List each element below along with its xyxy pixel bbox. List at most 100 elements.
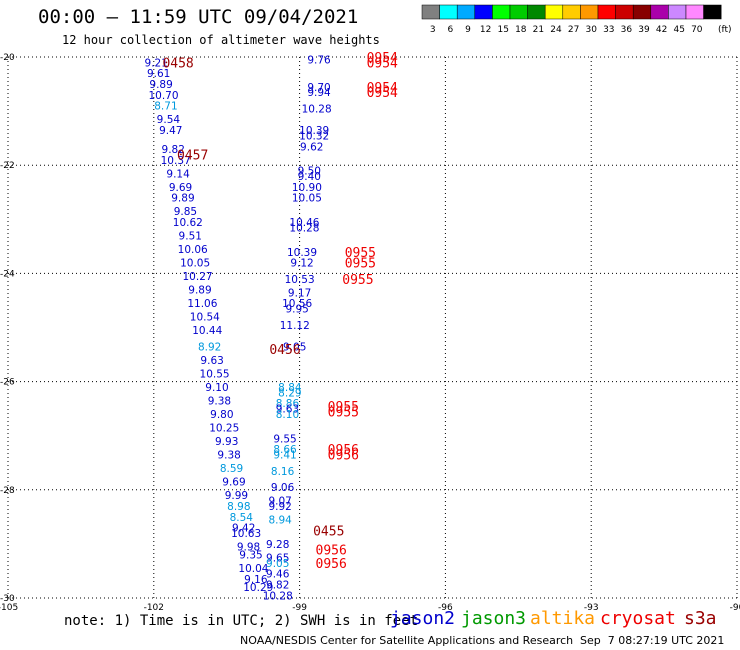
legend-swatch	[562, 4, 581, 20]
swh-label: 8.54	[230, 512, 254, 524]
y-tick-label: -28	[0, 486, 15, 496]
swh-label: 8.16	[271, 466, 295, 478]
swh-label: 8.66	[273, 444, 297, 456]
legend-swatch	[421, 4, 440, 20]
swh-label: 9.07	[268, 496, 291, 508]
swh-label: 8.98	[227, 501, 250, 513]
swh-label: 9.69	[222, 477, 245, 489]
swh-label: 10.28	[263, 590, 293, 602]
swh-label: 10.63	[231, 528, 261, 540]
swh-label: 10.05	[180, 258, 210, 270]
swh-label: 10.28	[289, 222, 319, 234]
swh-label: 9.82	[266, 579, 289, 591]
page-title: 00:00 – 11:59 UTC 09/04/2021	[38, 6, 359, 28]
swh-label: 10.37	[161, 155, 191, 167]
legend-label: 21	[533, 25, 544, 35]
swh-label: 9.63	[200, 355, 223, 367]
swh-label: 10.53	[285, 274, 315, 286]
swh-label: 10.46	[289, 217, 319, 229]
y-tick-label: -24	[0, 269, 15, 279]
swh-label: 9.28	[266, 539, 289, 551]
legend-label: 36	[621, 25, 633, 35]
legend-label: 9	[465, 25, 471, 35]
swh-label: 9.54	[157, 114, 181, 126]
swh-label: 9.85	[174, 206, 197, 218]
swh-label: 10.28	[302, 103, 332, 115]
satellite-jason2: jason2	[390, 608, 456, 629]
swh-label: 9.80	[210, 409, 233, 421]
track-time-label: 0954	[367, 81, 398, 96]
swh-label: 8.10	[276, 409, 299, 421]
satellite-cryosat: cryosat	[600, 608, 676, 629]
legend-label: 39	[638, 25, 650, 35]
track-time-label: 0954	[367, 51, 398, 66]
track-time-label: 0956	[328, 449, 359, 464]
swh-label: 8.94	[268, 515, 292, 527]
track-time-label: 0955	[342, 273, 373, 288]
swh-label: 9.99	[225, 490, 248, 502]
swh-label: 11.12	[280, 320, 310, 332]
swh-label: 9.89	[149, 79, 172, 91]
legend-swatch	[668, 4, 687, 20]
y-tick-label: -22	[0, 161, 15, 171]
swh-label: 10.05	[292, 193, 322, 205]
swh-label: 10.25	[209, 423, 239, 435]
track-time-label: 0456	[269, 343, 300, 358]
legend-swatch	[456, 4, 476, 20]
swh-label: 10.39	[299, 125, 329, 137]
swh-label: 10.54	[190, 312, 220, 324]
y-tick-label: -30	[0, 594, 15, 604]
swh-label: 9.14	[166, 168, 190, 180]
track-time-label: 0956	[316, 543, 347, 558]
x-tick-label: -99	[292, 603, 307, 613]
swh-label: 9.38	[208, 396, 231, 408]
track-time-label: 0955	[328, 405, 359, 420]
swh-label: 10.06	[178, 244, 208, 256]
track-time-label: 0955	[345, 257, 376, 272]
legend-label: 33	[603, 25, 614, 35]
swh-label: 9.05	[283, 341, 306, 353]
legend-swatch	[597, 4, 616, 20]
legend-label: 30	[585, 25, 597, 35]
swh-label: 10.55	[200, 368, 230, 380]
swh-label: 9.82	[162, 144, 185, 156]
track-time-label: 0954	[367, 56, 398, 71]
swh-label: 10.04	[238, 563, 268, 575]
swh-label: 9.47	[159, 125, 182, 137]
chart-axes: -105 -102 -99 -96 -93 -90 -20 -22 -24 -26 -28 -30	[0, 53, 740, 613]
track-time-label: 0955	[345, 246, 376, 261]
page-subtitle: 12 hour collection of altimeter wave hei…	[62, 33, 380, 47]
swh-label: 9.16	[244, 574, 268, 586]
legend-label: 6	[448, 25, 454, 35]
y-tick-label: -26	[0, 378, 15, 388]
legend-swatch	[509, 4, 528, 20]
y-tick-label: -20	[0, 53, 15, 63]
track-time-label: 0457	[177, 148, 208, 163]
legend-label: 42	[656, 25, 667, 35]
swh-label: 10.90	[292, 182, 322, 194]
legend-swatch	[703, 4, 722, 20]
generated-timestamp: Sep 7 08:27:19 UTC 2021	[580, 634, 725, 647]
legend-swatch	[615, 4, 634, 20]
swh-label: 9.95	[285, 304, 308, 316]
track-time-label: 0455	[313, 524, 344, 539]
legend-swatch	[650, 4, 669, 20]
track-time-label: 0956	[328, 443, 359, 458]
color-scale-legend: 3 6 9 12 15 18 21 24 27 30 33 36 39 42 45 70 (ft)	[421, 4, 732, 35]
legend-swatch	[492, 4, 511, 20]
swh-label: 9.46	[266, 569, 290, 581]
swh-label: 10.62	[173, 217, 203, 229]
chart-marks: 9.219.619.8910.708.719.549.479.8210.379.…	[145, 51, 399, 602]
swh-label: 9.89	[171, 193, 194, 205]
swh-label: 9.63	[276, 404, 299, 416]
swh-label: 9.70	[307, 82, 330, 94]
track-time-label: 0458	[162, 56, 193, 71]
legend-swatch	[527, 4, 546, 20]
swh-label: 9.62	[300, 141, 323, 153]
swh-label: 9.89	[188, 285, 211, 297]
x-tick-label: -105	[0, 603, 18, 613]
footer-note: note: 1) Time is in UTC; 2) SWH is in fe…	[64, 613, 419, 629]
track-time-label: 0954	[367, 86, 398, 101]
legend-label: 27	[568, 25, 579, 35]
